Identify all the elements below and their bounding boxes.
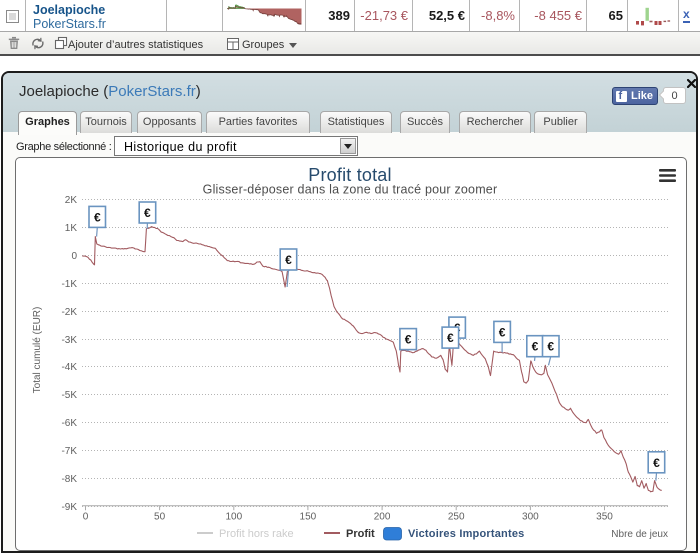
- svg-text:2K: 2K: [65, 195, 78, 206]
- svg-text:Nbre de jeux: Nbre de jeux: [611, 529, 668, 540]
- svg-text:€: €: [547, 340, 554, 354]
- svg-text:0: 0: [71, 251, 77, 262]
- svg-text:-7K: -7K: [61, 446, 77, 457]
- svg-text:€: €: [94, 210, 101, 224]
- svg-text:-5K: -5K: [61, 390, 77, 401]
- svg-text:-9K: -9K: [61, 502, 77, 513]
- svg-text:-3K: -3K: [61, 335, 77, 346]
- svg-text:-4K: -4K: [61, 362, 77, 373]
- svg-text:300: 300: [522, 512, 539, 523]
- svg-text:50: 50: [154, 512, 166, 523]
- svg-text:0: 0: [83, 512, 89, 523]
- svg-text:-8K: -8K: [61, 474, 77, 485]
- svg-text:Glisser-déposer dans la zone d: Glisser-déposer dans la zone du tracé po…: [203, 183, 498, 197]
- svg-text:€: €: [144, 206, 151, 220]
- svg-text:-6K: -6K: [61, 418, 77, 429]
- svg-text:Profit: Profit: [346, 528, 375, 540]
- svg-text:250: 250: [448, 512, 465, 523]
- svg-text:Profit hors rake: Profit hors rake: [219, 528, 294, 540]
- svg-text:200: 200: [374, 512, 391, 523]
- svg-text:Victoires Importantes: Victoires Importantes: [408, 528, 524, 540]
- svg-text:150: 150: [300, 512, 317, 523]
- svg-text:€: €: [447, 331, 454, 345]
- svg-text:1K: 1K: [65, 223, 78, 234]
- svg-text:€: €: [532, 340, 539, 354]
- svg-text:€: €: [653, 456, 660, 470]
- svg-text:Total cumulé (EUR): Total cumulé (EUR): [32, 307, 43, 394]
- svg-text:100: 100: [225, 512, 242, 523]
- svg-text:€: €: [285, 253, 292, 267]
- svg-text:350: 350: [596, 512, 613, 523]
- svg-text:Profit total: Profit total: [308, 165, 391, 185]
- svg-text:€: €: [405, 333, 412, 347]
- svg-text:-1K: -1K: [61, 279, 77, 290]
- svg-text:€: €: [499, 325, 506, 339]
- svg-text:-2K: -2K: [61, 307, 77, 318]
